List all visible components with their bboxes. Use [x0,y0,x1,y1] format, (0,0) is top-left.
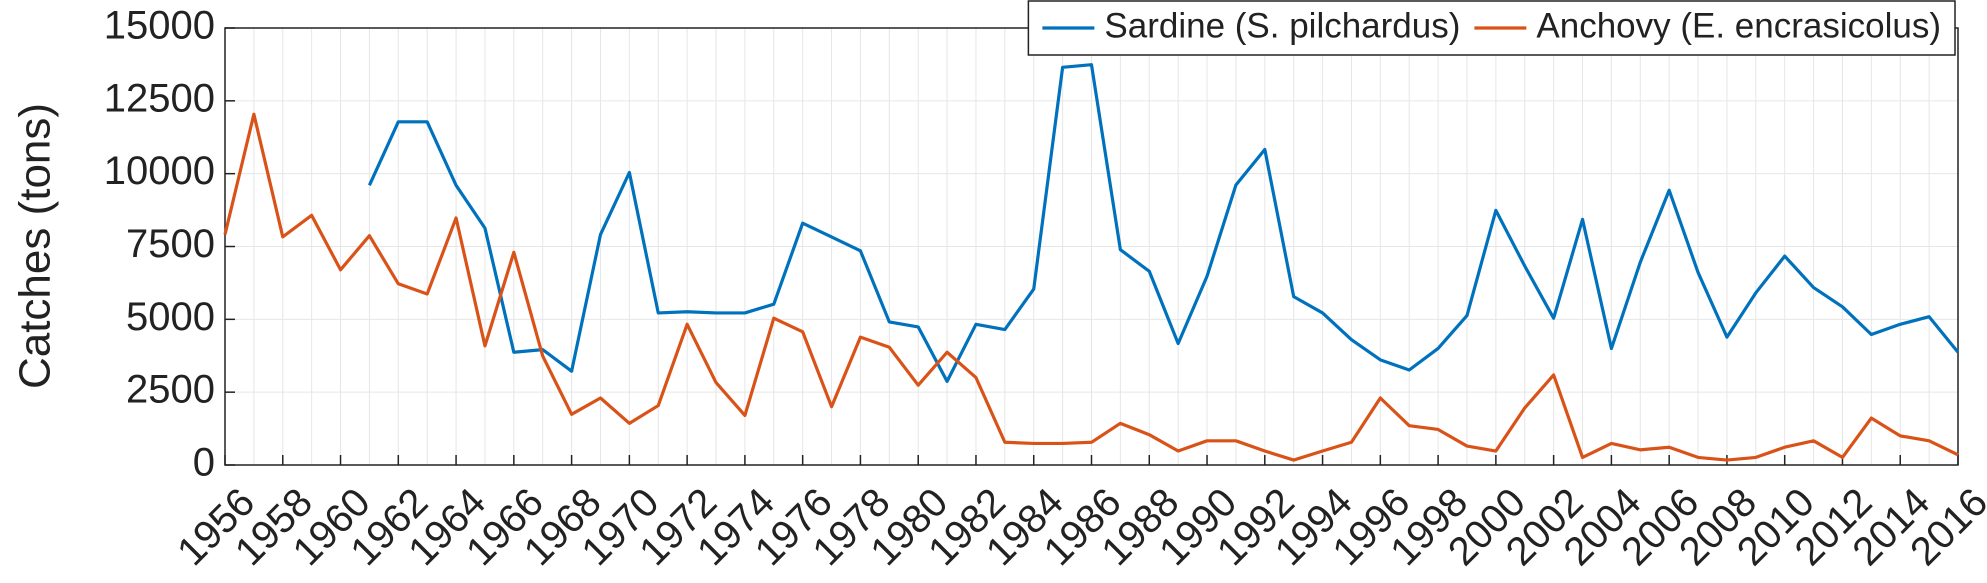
y-tick-label: 5000 [126,295,215,339]
data-line [223,112,1959,462]
data-line [367,63,1960,383]
legend: Sardine (S. pilchardus) Anchovy (E. encra… [1027,0,1956,56]
y-tick-label: 2500 [126,368,215,412]
y-tick-label: 7500 [126,222,215,266]
y-axis-label: Catches (tons) [11,103,60,389]
legend-box [1027,0,1956,56]
y-tick-label: 12500 [104,76,215,120]
y-tick-label: 0 [193,441,215,485]
legend-label: Sardine (S. pilchardus) [1104,6,1460,45]
legend-label: Anchovy (E. encrasicolus) [1536,6,1941,45]
y-tick-label: 15000 [104,4,215,48]
y-tick-label: 10000 [104,149,215,193]
